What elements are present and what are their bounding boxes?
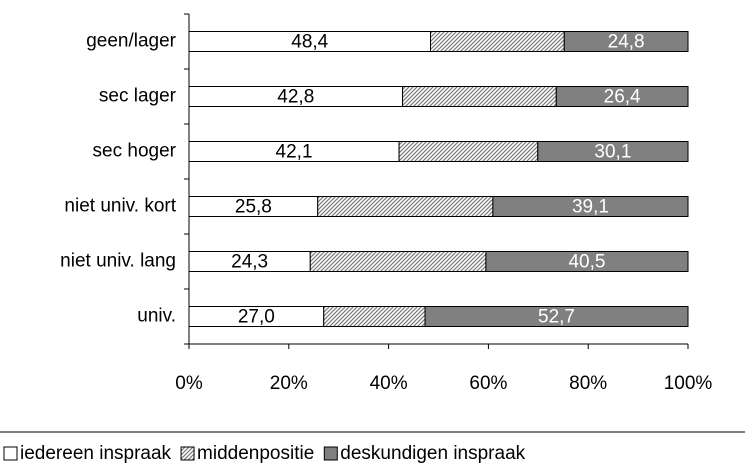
data-label: 40,5 [568,252,605,273]
data-label: 25,8 [235,197,272,218]
data-label: 24,3 [231,252,268,273]
x-tick-label: 80% [569,373,607,394]
data-label: 26,4 [604,87,641,108]
bar-segment [402,86,557,107]
y-tick-label: sec lager [99,86,177,107]
bar-segment [430,31,565,52]
x-tick-label: 40% [370,373,408,394]
y-tick-label: sec hoger [93,141,177,162]
bar-segment [323,306,426,327]
y-tick-label: niet univ. kort [64,196,176,217]
data-label: 42,1 [276,142,313,163]
bar-segment [555,86,689,107]
bar-segment [485,251,689,272]
y-tick-label: niet univ. lang [60,251,176,272]
bar-segment [563,31,689,52]
bar-segment [492,196,689,217]
legend-label: iedereen inspraak [20,443,172,464]
x-tick-label: 60% [469,373,507,394]
legend-label: deskundigen inspraak [340,443,525,464]
y-tick-label: geen/lager [86,31,176,52]
data-label: 42,8 [277,87,314,108]
data-label: 48,4 [291,32,328,53]
data-label: 24,8 [608,32,645,53]
y-tick-label: univ. [137,306,176,327]
bar-segment [537,141,689,162]
x-tick-label: 20% [270,373,308,394]
data-label: 39,1 [572,197,609,218]
bar-segment [309,251,487,272]
bar-segment [317,196,494,217]
data-label: 27,0 [238,307,275,328]
legend-swatch [323,446,338,461]
legend-swatch [180,446,195,461]
bar-segment [398,141,539,162]
legend-label: middenpositie [197,443,314,464]
bar-segment [424,306,689,327]
legend-swatch [3,446,18,461]
data-label: 52,7 [538,307,575,328]
x-tick-label: 100% [664,373,713,394]
x-tick-label: 0% [175,373,203,394]
data-label: 30,1 [594,142,631,163]
